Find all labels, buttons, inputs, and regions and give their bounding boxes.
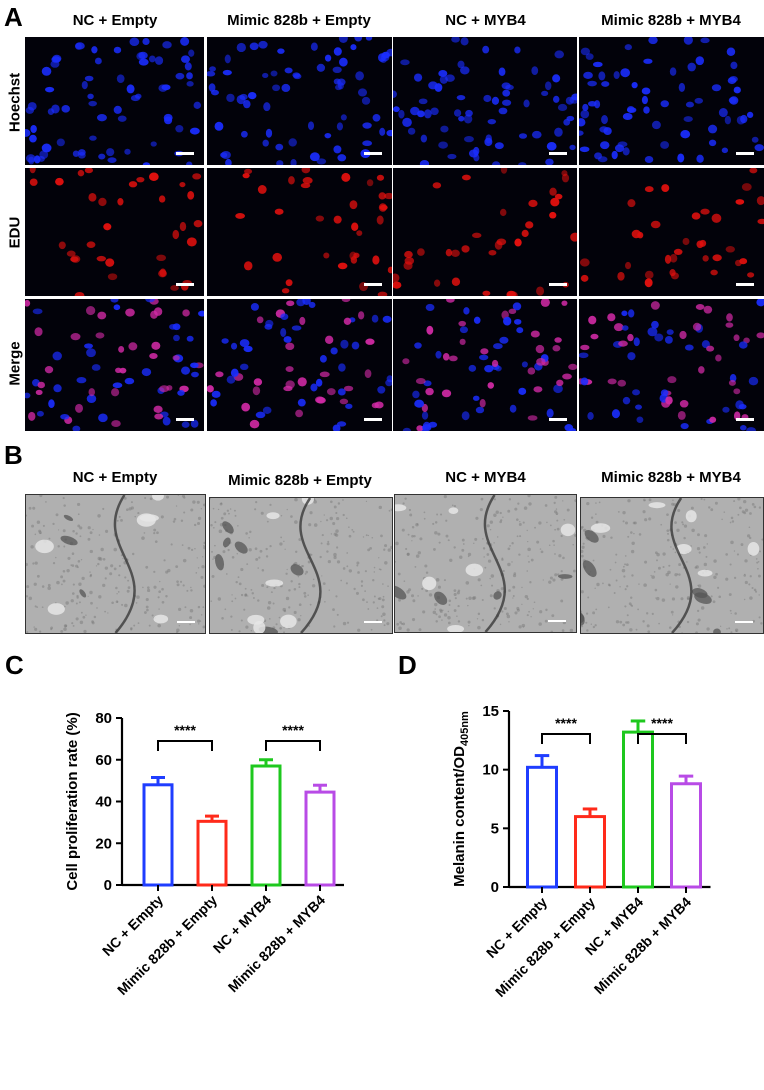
scale-bar xyxy=(176,283,194,286)
panel-a-letter: A xyxy=(4,2,23,32)
panel-a-col-label-2: Mimic 828b + Empty xyxy=(227,12,371,29)
scale-bar xyxy=(177,621,195,623)
scale-bar xyxy=(364,283,382,286)
bar xyxy=(526,765,558,889)
significance-bracket xyxy=(541,733,591,744)
x-tick-label: Mimic 828b + MYB4 xyxy=(225,892,329,996)
scale-bar xyxy=(548,620,566,622)
cell-nuclei-dots xyxy=(207,299,392,431)
scale-bar xyxy=(364,621,382,623)
scale-bar xyxy=(549,418,567,421)
panel-a-row-label-edu: EDU xyxy=(6,216,24,249)
scale-bar xyxy=(735,621,753,623)
scale-bar xyxy=(736,283,754,286)
fluorescence-image xyxy=(207,37,392,165)
panel-a-row-label-merge: Merge xyxy=(6,341,24,386)
cell-nuclei-dots xyxy=(29,168,203,296)
organelle-texture xyxy=(26,495,205,633)
y-tick-label: 60 xyxy=(95,752,112,769)
fluorescence-image xyxy=(579,299,764,431)
panel-a-row-label-hoechst: Hoechst xyxy=(6,72,24,133)
significance-label: **** xyxy=(174,722,196,738)
bar xyxy=(250,764,282,887)
panel-a-col-label-3: NC + MYB4 xyxy=(445,12,526,29)
panel-a-col-label-1: NC + Empty xyxy=(72,12,158,29)
fluorescence-image xyxy=(25,168,204,296)
y-tick-label: 20 xyxy=(95,835,112,852)
scale-bar xyxy=(176,152,194,155)
y-tick-label: 5 xyxy=(491,820,499,837)
fluorescence-image xyxy=(393,37,577,165)
scale-bar xyxy=(364,152,382,155)
fluorescence-image xyxy=(25,299,204,431)
scale-bar xyxy=(176,418,194,421)
panel-c-letter: C xyxy=(5,650,24,680)
panel-b-col-label-3: NC + MYB4 xyxy=(445,469,526,486)
cell-nuclei-dots xyxy=(579,37,764,164)
x-tick-label: Mimic 828b + MYB4 xyxy=(591,894,695,998)
significance-bracket xyxy=(265,740,321,751)
fluorescence-image xyxy=(393,299,577,431)
fluorescence-image xyxy=(393,168,577,296)
cell-nuclei-dots xyxy=(579,299,764,431)
cell-nuclei-dots xyxy=(402,299,577,431)
significance-label: **** xyxy=(555,715,577,731)
cell-nuclei-dots xyxy=(25,299,204,431)
cell-nuclei-dots xyxy=(393,37,577,165)
scale-bar xyxy=(549,283,567,286)
scale-bar xyxy=(364,418,382,421)
scale-bar xyxy=(549,152,567,155)
significance-bracket xyxy=(157,740,213,751)
fluorescence-image xyxy=(25,37,204,165)
significance-bracket xyxy=(637,733,687,744)
panel-b-col-label-4: Mimic 828b + MYB4 xyxy=(601,469,741,486)
panel-b-letter: B xyxy=(4,440,23,470)
panel-a-col-label-4: Mimic 828b + MYB4 xyxy=(601,12,741,29)
y-axis-label: Cell proliferation rate (%) xyxy=(64,712,81,890)
cell-nuclei-dots xyxy=(25,37,201,165)
y-tick-label: 10 xyxy=(482,762,499,779)
electron-micrograph xyxy=(580,497,764,634)
cell-nuclei-dots xyxy=(207,37,392,165)
bar xyxy=(196,819,228,887)
panel-b-col-label-1: NC + Empty xyxy=(72,469,158,486)
y-tick-label: 0 xyxy=(104,877,112,894)
scale-bar xyxy=(736,418,754,421)
y-axis-label: Melanin content/OD405nm xyxy=(451,711,471,887)
y-tick-label: 15 xyxy=(482,703,499,720)
cell-nuclei-dots xyxy=(579,168,764,288)
organelle-texture xyxy=(581,498,763,633)
organelle-texture xyxy=(210,498,392,633)
y-tick-label: 0 xyxy=(491,879,499,896)
bar xyxy=(142,783,174,887)
bar xyxy=(304,790,336,887)
cell-nuclei-dots xyxy=(235,168,392,296)
y-tick-label: 80 xyxy=(95,710,112,727)
organelle-texture xyxy=(395,495,576,632)
significance-label: **** xyxy=(282,722,304,738)
fluorescence-image xyxy=(579,37,764,165)
bar xyxy=(574,815,606,889)
fluorescence-image xyxy=(207,299,392,431)
fluorescence-image xyxy=(207,168,392,296)
electron-micrograph xyxy=(394,494,577,633)
electron-micrograph xyxy=(209,497,393,634)
fluorescence-image xyxy=(579,168,764,296)
panel-b-col-label-2: Mimic 828b + Empty xyxy=(228,472,372,489)
cell-nuclei-dots xyxy=(393,168,577,296)
scale-bar xyxy=(736,152,754,155)
significance-label: **** xyxy=(651,715,673,731)
electron-micrograph xyxy=(25,494,206,634)
x-tick-label: Mimic 828b + Empty xyxy=(114,892,220,998)
bar xyxy=(670,782,702,889)
y-tick-label: 40 xyxy=(95,794,112,811)
bar xyxy=(622,730,654,889)
panel-d-letter: D xyxy=(398,650,417,680)
